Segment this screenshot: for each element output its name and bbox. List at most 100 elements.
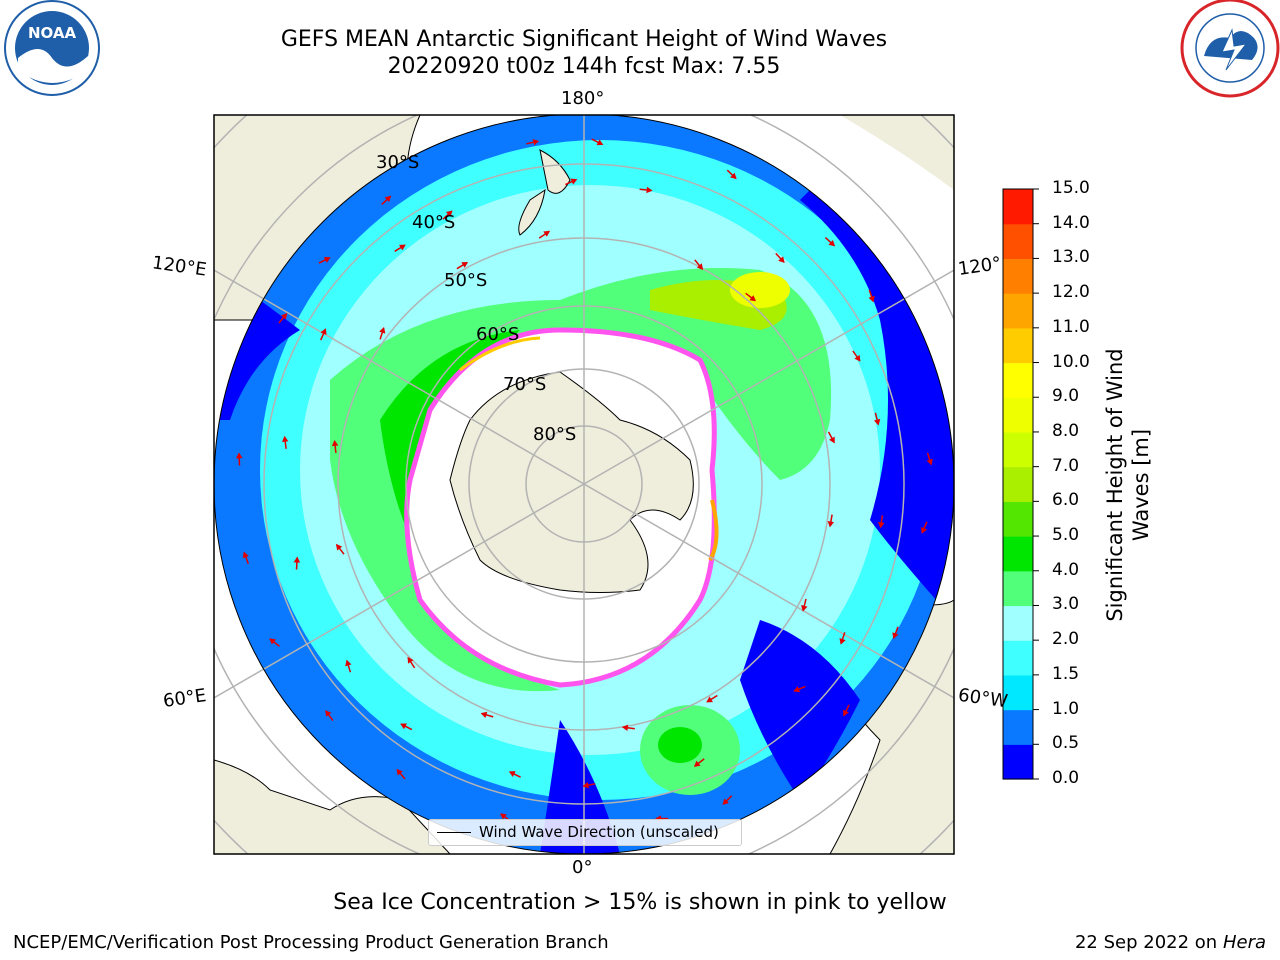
- date-line: 22 Sep 2022 on Hera: [1075, 932, 1266, 953]
- colorbar-tick-label: 8.0: [1052, 420, 1080, 441]
- colorbar-swatch: [1003, 640, 1033, 676]
- lat-label-50s: 50°S: [444, 270, 488, 291]
- colorbar-tick-label: 15.0: [1052, 178, 1090, 198]
- colorbar-swatch: [1003, 709, 1033, 745]
- arrow-head: [828, 240, 836, 247]
- arrow-head: [269, 638, 276, 645]
- colorbar-tick-label: 3.0: [1052, 594, 1080, 615]
- arrow-head: [281, 312, 288, 320]
- arrow-head: [801, 605, 808, 612]
- colorbar-swatch: [1003, 258, 1033, 294]
- arrow-head: [323, 256, 331, 263]
- arrow-head: [722, 798, 729, 805]
- colorbar-swatch: [1003, 362, 1033, 398]
- arrow-head: [827, 520, 835, 528]
- arrow-head: [829, 436, 835, 444]
- lon-label-top: 180°: [561, 88, 605, 109]
- arrow-head: [839, 638, 846, 645]
- arrow-head: [693, 760, 701, 767]
- svg-text:NOAA: NOAA: [28, 24, 77, 42]
- arrow-head: [696, 263, 704, 271]
- sea-ice-note: Sea Ice Concentration > 15% is shown in …: [333, 890, 947, 915]
- lat-label-70s: 70°S: [503, 374, 547, 395]
- arrow-head: [793, 686, 801, 693]
- arrow-head: [854, 354, 861, 362]
- colorbar-tick-label: 9.0: [1052, 386, 1080, 407]
- arrow-head: [508, 771, 516, 777]
- arrow-head: [325, 710, 332, 717]
- colorbar-tick-label: 10.0: [1052, 351, 1090, 372]
- colorbar-swatch: [1003, 466, 1033, 502]
- arrow-head: [335, 543, 343, 551]
- arrow-head: [461, 261, 469, 268]
- colorbar-swatch: [1003, 327, 1033, 364]
- colorbar-label: Significant Height of Wind Waves [m]: [1103, 348, 1153, 622]
- colorbar-swatch: [1003, 536, 1033, 572]
- colorbar-swatch: [1003, 189, 1033, 225]
- colorbar-tick-label: 4.0: [1052, 559, 1080, 580]
- arrow-head: [730, 172, 737, 180]
- lat-label-40s: 40°S: [412, 212, 456, 233]
- arrow-head: [331, 439, 339, 447]
- map-frame: [213, 114, 955, 855]
- arrow-head: [384, 195, 392, 203]
- legend-line-sample: [437, 832, 471, 833]
- colorbar-tick-label: 14.0: [1052, 212, 1090, 233]
- colorbar-swatch: [1003, 431, 1033, 468]
- colorbar-tick-label: 5.0: [1052, 525, 1080, 546]
- arrow-head: [293, 556, 301, 563]
- colorbar-tick-label: 13.0: [1052, 247, 1090, 268]
- arrow-head: [345, 659, 352, 667]
- colorbar-swatch: [1003, 501, 1033, 537]
- arrow-head: [570, 178, 578, 185]
- colorbar: [1002, 188, 1039, 780]
- arrow-head: [646, 186, 653, 194]
- arrow-head: [500, 813, 507, 820]
- arrow-head: [379, 327, 386, 334]
- arrow-head: [480, 711, 488, 718]
- colorbar-swatch: [1003, 674, 1033, 711]
- arrow-head: [749, 295, 757, 302]
- colorbar-tick-label: 6.0: [1052, 490, 1080, 511]
- arrow-head: [445, 210, 453, 217]
- arrow-head: [235, 452, 243, 459]
- arrow-head: [407, 656, 414, 664]
- colorbar-swatch: [1003, 223, 1033, 260]
- arrow-head: [843, 709, 849, 717]
- arrow-head: [396, 768, 403, 776]
- colorbar-swatch: [1003, 397, 1033, 433]
- arrow-head: [400, 723, 407, 730]
- colorbar-swatch: [1003, 744, 1033, 780]
- lat-label-60s: 60°S: [476, 324, 520, 345]
- colorbar-swatch: [1003, 570, 1033, 607]
- lat-label-30s: 30°S: [376, 152, 420, 173]
- arrow-head: [320, 328, 327, 335]
- machine-name: Hera: [1222, 932, 1266, 953]
- lon-label-bottom: 0°: [572, 857, 593, 878]
- arrow-head: [242, 551, 249, 559]
- colorbar-tick-label: 0.0: [1052, 768, 1080, 788]
- colorbar-tick-label: 1.5: [1052, 663, 1080, 684]
- arrow-head: [868, 295, 875, 303]
- map-legend: Wind Wave Direction (unscaled): [428, 819, 742, 846]
- colorbar-border: [1002, 188, 1034, 780]
- arrow-head: [532, 139, 540, 146]
- arrow-head: [543, 230, 551, 237]
- lat-label-80s: 80°S: [533, 424, 577, 445]
- colorbar-tick-label: 11.0: [1052, 316, 1090, 337]
- legend-label: Wind Wave Direction (unscaled): [479, 823, 719, 841]
- map-subtitle: 20220920 t00z 144h fcst Max: 7.55: [387, 54, 781, 79]
- arrow-head: [399, 244, 406, 251]
- colorbar-tick-label: 0.5: [1052, 733, 1080, 754]
- arrow-head: [873, 418, 881, 426]
- arrow-head: [706, 696, 713, 703]
- arrow-head: [582, 781, 589, 789]
- arrow-head: [921, 527, 928, 534]
- colorbar-swatch: [1003, 605, 1033, 641]
- date-text: 22 Sep 2022 on: [1074, 932, 1218, 953]
- arrow-head: [926, 458, 933, 466]
- map-title: GEFS MEAN Antarctic Significant Height o…: [280, 27, 888, 52]
- colorbar-tick-label: 7.0: [1052, 455, 1080, 476]
- colorbar-tick-label: 2.0: [1052, 629, 1080, 650]
